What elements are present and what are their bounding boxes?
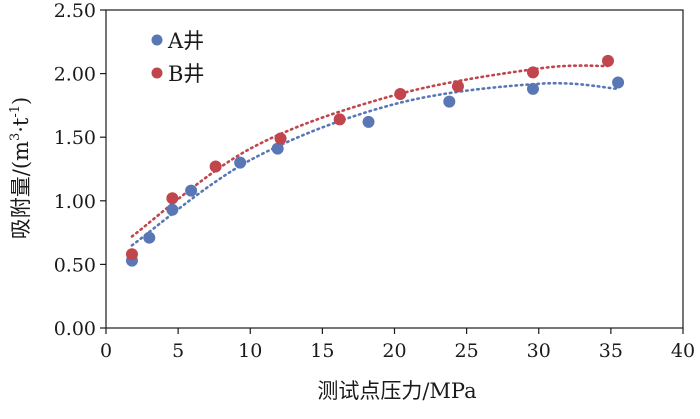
x-tick-label: 5 [172,340,184,362]
y-tick-label: 2.00 [54,64,96,86]
data-point-series-1 [234,156,247,169]
y-axis-title-sup2: -1 [8,105,23,118]
y-axis-title: 吸附量/(m3·t-1) [8,97,33,239]
x-tick-label: 25 [455,340,479,362]
axes: 0 5 10 15 20 25 30 35 40 0.00 0.50 1.00 1.50 2.00 2.50 [54,0,695,362]
x-tick-label: 35 [599,340,623,362]
y-tick-label: 0.50 [54,254,96,276]
legend-label-series-2: B井 [168,62,204,86]
x-axis-title: 测试点压力/MPa [317,379,476,403]
y-axis-title-end: ) [9,97,33,105]
legend-marker-series-2 [151,67,163,79]
data-point-series-2 [451,80,464,93]
data-point-series-2 [166,192,179,205]
y-tick-label: 2.50 [54,0,96,22]
legend-label-series-1: A井 [167,29,204,53]
x-tick-label: 0 [100,340,112,362]
x-tick-label: 20 [382,340,406,362]
data-point-series-1 [166,203,179,216]
x-tick-label: 40 [671,340,695,362]
data-point-series-2 [526,66,539,79]
data-point-series-1 [271,142,284,155]
data-point-series-1 [526,82,539,95]
y-tick-label: 1.50 [54,127,96,149]
y-tick-label: 0.00 [54,318,96,340]
y-axis-title-main: 吸附量/(m [9,141,33,239]
y-axis-title-sup1: 3 [8,133,23,141]
trend-lines [130,64,620,247]
data-point-series-1 [185,184,198,197]
legend: A井 B井 [151,29,204,86]
x-tick-label: 10 [238,340,262,362]
legend-marker-series-1 [151,34,163,46]
data-point-series-1 [443,95,456,108]
y-tick-label: 1.00 [54,191,96,213]
trend-line-series-2 [130,64,610,238]
data-points [125,54,625,267]
data-point-series-1 [612,76,625,89]
data-point-series-1 [143,231,156,244]
data-point-series-1 [362,115,375,128]
plot-frame [105,9,684,329]
data-point-series-2 [394,87,407,100]
x-tick-label: 30 [527,340,551,362]
data-point-series-2 [209,160,222,173]
data-point-series-2 [274,132,287,145]
data-point-series-2 [125,248,138,261]
data-point-series-2 [601,54,614,67]
data-point-series-2 [333,113,346,126]
x-tick-label: 15 [310,340,334,362]
trend-line-series-1 [130,81,620,247]
y-axis-title-mid: ·t [9,117,33,133]
